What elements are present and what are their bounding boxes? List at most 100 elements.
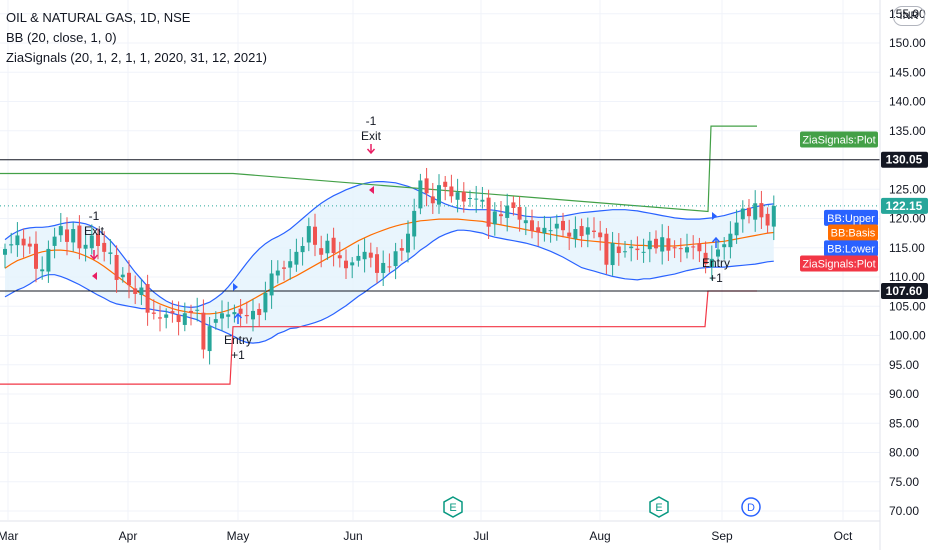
- candle-body: [46, 248, 51, 272]
- candle: [399, 239, 404, 261]
- candle-body: [561, 220, 565, 231]
- indicator-tag-bg: [800, 255, 878, 272]
- candle: [282, 260, 286, 281]
- candle-body: [269, 273, 274, 296]
- candle: [554, 214, 559, 241]
- candle-body: [387, 266, 392, 268]
- candle-body: [666, 238, 671, 251]
- candle: [610, 231, 615, 276]
- entry-signal: Entry+1: [224, 312, 252, 362]
- candle: [9, 232, 14, 254]
- candle: [145, 274, 150, 326]
- candle-body: [27, 243, 32, 247]
- candle-body: [709, 258, 714, 268]
- candle-body: [771, 205, 776, 227]
- candle: [579, 218, 584, 248]
- candle-body: [598, 232, 603, 238]
- candle-body: [232, 312, 237, 315]
- candle-body: [647, 240, 652, 250]
- candle-body: [313, 226, 317, 245]
- candle: [530, 209, 534, 239]
- candle: [629, 239, 634, 262]
- candle: [492, 202, 497, 236]
- candle: [257, 303, 262, 327]
- candle-body: [139, 287, 144, 295]
- signal-marker-icon: [233, 283, 238, 291]
- candle: [709, 245, 714, 281]
- candle: [27, 236, 32, 254]
- candle: [244, 301, 249, 324]
- price-tag-text: 122.15: [886, 199, 923, 213]
- bb-upper-line: [4, 181, 774, 309]
- candle: [15, 222, 20, 257]
- candle-body: [350, 262, 355, 266]
- candle: [238, 299, 243, 328]
- price-tick-label: 135.00: [889, 124, 926, 138]
- candle-body: [753, 203, 758, 220]
- price-tick-label: 145.00: [889, 65, 926, 79]
- candle: [139, 279, 144, 305]
- earnings-hexagon: [649, 496, 669, 518]
- candle-body: [207, 326, 212, 352]
- candle-body: [77, 225, 82, 249]
- candle: [393, 242, 398, 280]
- candle: [52, 227, 57, 259]
- time-tick-label: Aug: [589, 529, 610, 543]
- candle-body: [319, 248, 324, 255]
- time-tick-label: Jul: [473, 529, 488, 543]
- price-tick-label: 85.00: [889, 416, 919, 430]
- signal-label-top: -1: [89, 209, 100, 223]
- candle: [722, 237, 727, 260]
- candle-body: [102, 242, 107, 252]
- candle: [313, 213, 317, 257]
- candle: [734, 209, 739, 244]
- candle-body: [728, 233, 733, 248]
- candle-body: [616, 246, 621, 254]
- candle-body: [412, 210, 417, 237]
- candle: [251, 299, 255, 332]
- candle: [226, 301, 231, 329]
- indicator-tag-text: ZiaSignals:Plot: [802, 135, 875, 147]
- signal-label-top: Entry: [224, 333, 252, 347]
- candle-body: [151, 312, 156, 314]
- zia-indicator-label[interactable]: ZiaSignals (20, 1, 2, 1, 1, 2020, 31, 12…: [6, 50, 267, 65]
- candle: [666, 225, 671, 262]
- earnings-marker-icon: E: [443, 496, 463, 518]
- candle-body: [108, 252, 113, 254]
- event-letter: D: [747, 502, 755, 514]
- candle-body: [672, 247, 677, 249]
- indicator-tag-text: ZiaSignals:Plot: [802, 259, 875, 271]
- candle-body: [96, 234, 100, 246]
- candle: [319, 235, 324, 268]
- signal-label-top: -1: [366, 114, 377, 128]
- candle-body: [759, 203, 764, 218]
- candle-body: [740, 208, 745, 220]
- candle-body: [294, 251, 299, 265]
- price-tick-label: 100.00: [889, 329, 926, 343]
- price-tick-label: 110.00: [889, 270, 925, 284]
- candle: [573, 216, 578, 248]
- indicator-tag-bg: [800, 131, 878, 148]
- signal-marker-icon: [92, 272, 97, 280]
- currency-badge[interactable]: INR: [893, 6, 925, 26]
- candle-body: [747, 207, 751, 217]
- candle: [232, 304, 237, 323]
- candle-body: [158, 317, 162, 319]
- candle-body: [406, 233, 410, 253]
- candle: [83, 231, 88, 262]
- bb-indicator-label[interactable]: BB (20, close, 1, 0): [6, 30, 117, 45]
- candle: [201, 299, 206, 359]
- candle: [505, 193, 510, 232]
- candle-body: [257, 308, 262, 316]
- price-tick-label: 90.00: [889, 387, 919, 401]
- candle-body: [83, 244, 88, 249]
- price-tick-label: 105.00: [889, 299, 926, 313]
- candle: [672, 240, 677, 259]
- candle-body: [437, 185, 441, 205]
- candle-body: [170, 311, 175, 314]
- candle-body: [52, 236, 57, 246]
- signal-label-bottom: +1: [709, 271, 723, 285]
- candle: [381, 250, 386, 286]
